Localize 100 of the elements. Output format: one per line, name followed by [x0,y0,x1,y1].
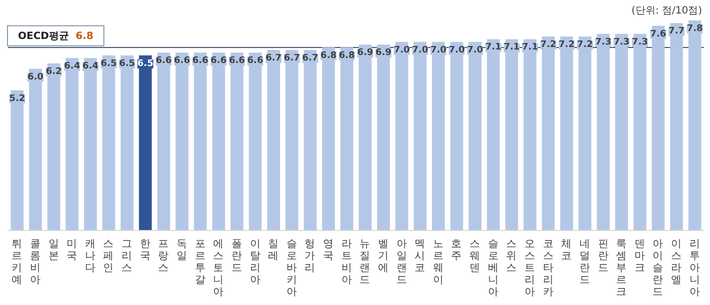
bar [414,42,427,230]
bar [652,26,665,230]
data-label: 6.9 [357,48,374,58]
bar [138,55,152,230]
x-tick-label: 리투아니아 [689,238,700,298]
bar [688,20,702,230]
bar [194,52,207,230]
data-label: 7.0 [430,45,446,56]
x-tick-label: 프랑스 [158,238,170,274]
x-tick-label: 폴란드 [231,238,242,274]
data-label: 6.6 [156,56,172,66]
data-label: 6.7 [302,53,318,64]
data-label: 6.6 [210,56,227,66]
bar [267,50,280,230]
bar [542,36,555,230]
bar [212,52,226,230]
x-tick-label: 한국 [140,238,151,262]
x-tick-label: 영국 [323,238,334,262]
data-label: 7.8 [686,24,703,34]
data-label: 7.7 [668,26,685,37]
bar [47,63,60,230]
bar [633,34,646,230]
data-label: 7.0 [412,45,428,56]
x-tick-label: 이탈리아 [250,238,261,286]
data-label: 7.0 [467,45,484,56]
data-label: 7.1 [522,42,538,53]
bar [84,58,97,230]
bar [10,90,24,230]
data-label: 6.6 [192,56,208,66]
data-label: 7.2 [576,40,593,50]
x-tick-label: 슬로바키아 [286,238,298,298]
data-label: 6.6 [174,56,190,66]
bar [29,68,42,230]
data-label: 6.8 [320,50,337,61]
x-tick-label: 노르웨이 [432,238,444,286]
data-label: 7.1 [485,42,502,53]
x-tick-label: 헝가리 [304,238,316,274]
bar [450,42,464,230]
data-label: 6.4 [82,62,98,72]
x-tick-label: 아일랜드 [396,238,408,286]
bar [432,42,445,230]
x-tick-label: 뉴질랜드 [360,238,371,286]
bar [358,44,372,230]
data-label: 7.0 [448,45,465,56]
bar [340,47,354,230]
data-label: 6.4 [64,62,80,72]
x-tick-label: 칠레 [268,238,280,262]
bar [230,52,244,230]
data-label: 7.2 [540,40,556,50]
data-label: 6.9 [375,48,392,58]
bar [304,50,317,230]
bar [120,55,134,230]
x-tick-label: 벨기에 [378,238,389,274]
x-tick-label: 콜롬비아 [30,238,41,286]
data-label: 7.3 [614,37,630,48]
data-label: 6.5 [119,58,136,69]
ref-line-label: OECD평균 6.8 [18,30,94,42]
x-tick-label: 체코 [561,238,572,262]
data-label: 6.2 [46,66,62,77]
x-tick-label: 에스토니아 [213,238,224,298]
bar [66,58,79,230]
data-label: 7.3 [632,37,648,48]
text: (단위: 점/10점) [632,6,702,16]
x-tick-label: 이스라엘 [671,238,682,286]
data-label: 7.1 [504,42,520,53]
bar [285,50,298,230]
data-label: 7.2 [558,40,575,50]
data-label: 5.2 [9,94,26,104]
bar [486,39,500,230]
data-label: 7.0 [394,45,410,56]
bar [596,34,610,230]
bar [468,42,482,230]
x-tick-label: 스웨덴 [470,238,481,274]
bar [176,52,188,230]
x-tick-label: 아이슬란드 [652,238,664,298]
bar [322,47,335,230]
data-label: 7.3 [595,37,612,48]
x-tick-label: 미국 [66,238,78,262]
x-tick-label: 캐나다 [84,238,96,274]
bar [248,52,262,230]
x-tick-label: 포르투갈 [194,238,206,286]
bar [524,39,536,230]
bar [395,42,408,230]
bar [505,39,518,230]
x-tick-label: 오스트리아 [524,238,536,298]
x-tick-label: 슬로베니아 [488,238,499,298]
x-tick-label: 스페인 [103,238,114,274]
x-tick-label: 호주 [451,238,462,262]
x-tick-label: 일본 [48,238,60,262]
data-label: 6.6 [228,56,245,66]
bar [670,23,683,230]
x-tick-label: 룩셈부르크 [616,238,628,298]
data-label: 6.5 [137,58,154,69]
x-tick-label: 독일 [176,238,188,262]
bar [560,36,574,230]
x-tick-label: 네덜란드 [579,238,590,286]
data-label: 6.0 [27,72,44,82]
data-label: 6.7 [284,53,300,64]
x-tick-label: 멕시코 [414,238,426,274]
x-tick-label: 코스타리카 [542,238,554,298]
